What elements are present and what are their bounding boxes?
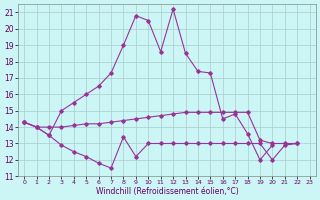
X-axis label: Windchill (Refroidissement éolien,°C): Windchill (Refroidissement éolien,°C)	[96, 187, 238, 196]
